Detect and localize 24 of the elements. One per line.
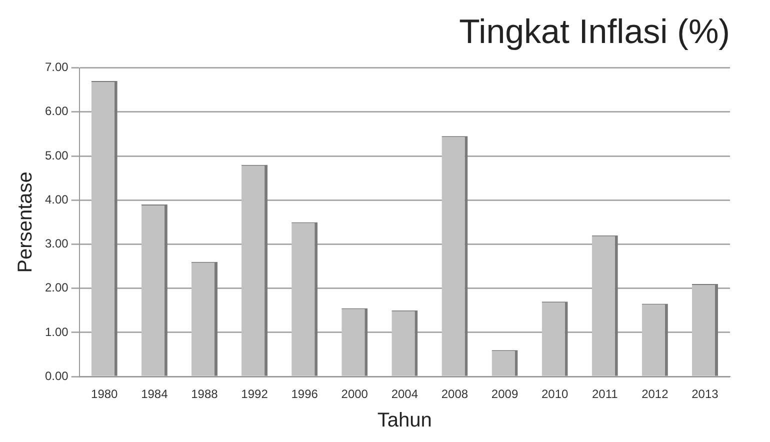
x-tick-label: 2013 <box>692 387 719 402</box>
y-tick-label: 5.00 <box>44 148 69 162</box>
y-tick-label: 0.00 <box>44 368 69 383</box>
x-tick-label: 2012 <box>642 387 669 402</box>
x-tick-label: 2008 <box>441 387 468 402</box>
x-tick-label: 2000 <box>341 387 368 402</box>
y-tick-label: 6.00 <box>44 104 69 118</box>
y-axis-title: Persentase <box>14 172 37 273</box>
x-tick-label: 2009 <box>491 387 518 402</box>
x-tick-label: 1984 <box>141 387 168 402</box>
x-tick-label: 1996 <box>291 387 318 402</box>
x-tick-label: 1988 <box>191 387 218 402</box>
y-tick-label: 7.00 <box>44 60 69 74</box>
x-tick-label: 2004 <box>391 387 418 402</box>
x-tick-label: 2010 <box>541 387 568 402</box>
y-tick-label: 2.00 <box>44 280 69 295</box>
y-tick-label: 3.00 <box>44 236 69 251</box>
y-tick-label: 1.00 <box>44 324 69 339</box>
y-tick-label: 4.00 <box>44 192 69 206</box>
x-tick-label: 1980 <box>91 387 118 402</box>
x-tick-label: 2011 <box>592 387 618 402</box>
chart-title: Tingkat Inflasi (%) <box>459 12 730 51</box>
x-tick-label: 1992 <box>241 387 268 402</box>
x-axis-title: Tahun <box>377 410 432 432</box>
